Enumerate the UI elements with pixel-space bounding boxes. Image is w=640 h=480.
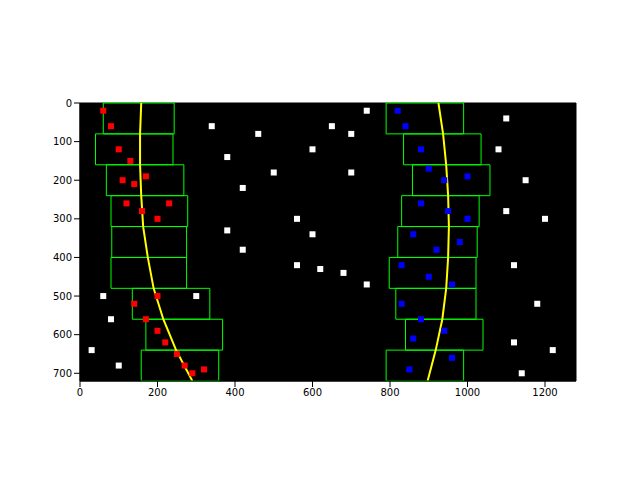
svg-text:600: 600 xyxy=(53,329,72,340)
svg-text:600: 600 xyxy=(303,387,322,398)
svg-text:700: 700 xyxy=(53,368,72,379)
svg-text:400: 400 xyxy=(225,387,244,398)
svg-text:200: 200 xyxy=(53,175,72,186)
svg-text:100: 100 xyxy=(53,136,72,147)
svg-text:0: 0 xyxy=(77,387,83,398)
svg-text:1200: 1200 xyxy=(532,387,557,398)
svg-text:500: 500 xyxy=(53,291,72,302)
svg-text:300: 300 xyxy=(53,213,72,224)
svg-text:200: 200 xyxy=(148,387,167,398)
svg-text:0: 0 xyxy=(66,98,72,109)
svg-text:400: 400 xyxy=(53,252,72,263)
svg-text:1000: 1000 xyxy=(455,387,480,398)
svg-text:800: 800 xyxy=(380,387,399,398)
